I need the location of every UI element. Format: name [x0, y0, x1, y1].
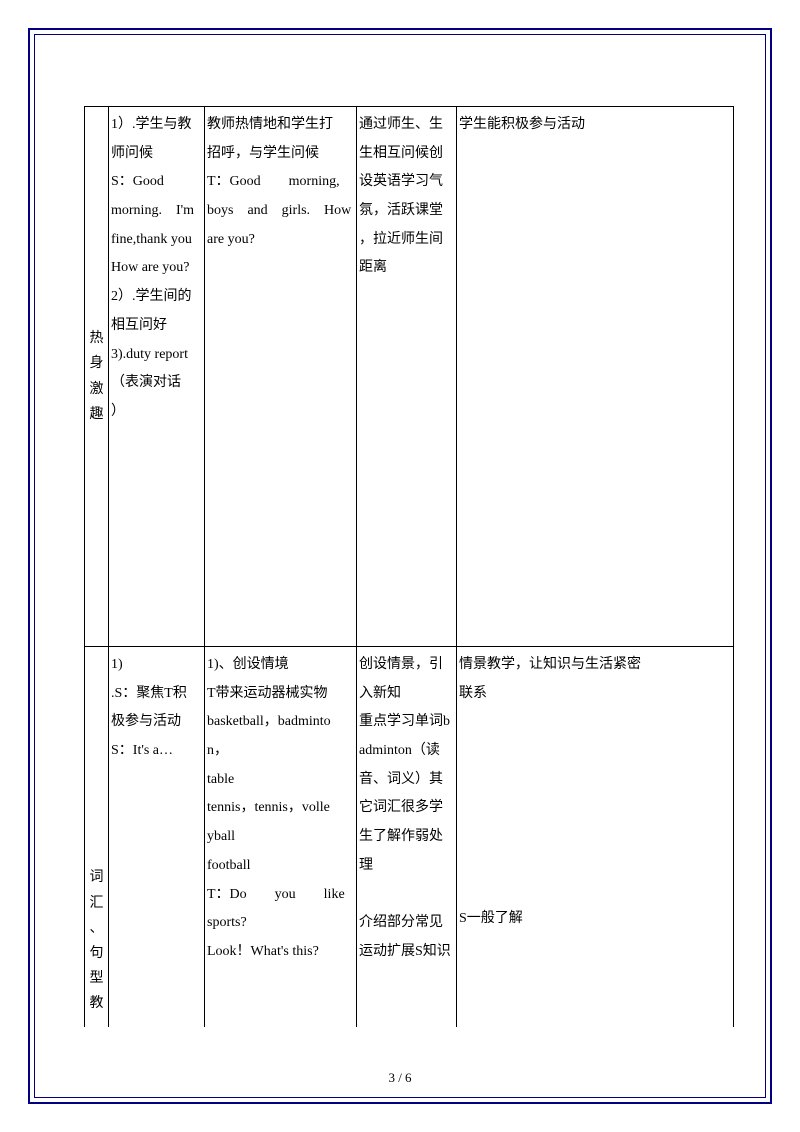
table-row: 词汇、句型教 1).S：聚焦T积极参与活动S：It's a… 1)、创设情境T带…: [85, 647, 734, 1027]
plan-table: 热身激趣 1）.学生与教师问候S：Goodmorning. I'mfine,th…: [84, 106, 734, 1027]
phase-label-warmup: 热身激趣: [85, 107, 109, 647]
teacher-activity-cell: 1)、创设情境T带来运动器械实物basketball，badminton，tab…: [205, 647, 357, 1027]
evaluation-cell: 学生能积极参与活动: [457, 107, 734, 647]
table-row: 热身激趣 1）.学生与教师问候S：Goodmorning. I'mfine,th…: [85, 107, 734, 647]
teacher-activity-cell: 教师热情地和学生打招呼，与学生问候T：Good morning,boys and…: [205, 107, 357, 647]
purpose-cell: 通过师生、生生相互问候创设英语学习气氛，活跃课堂，拉近师生间距离: [357, 107, 457, 647]
purpose-cell: 创设情景，引入新知重点学习单词badminton（读音、词义）其它词汇很多学生了…: [357, 647, 457, 1027]
lesson-plan-table: 热身激趣 1）.学生与教师问候S：Goodmorning. I'mfine,th…: [84, 106, 734, 1027]
page-number: 3 / 6: [0, 1070, 800, 1086]
student-activity-cell: 1).S：聚焦T积极参与活动S：It's a…: [109, 647, 205, 1027]
evaluation-cell: 情景教学，让知识与生活紧密联系 S一般了解: [457, 647, 734, 1027]
student-activity-cell: 1）.学生与教师问候S：Goodmorning. I'mfine,thank y…: [109, 107, 205, 647]
phase-label-vocab: 词汇、句型教: [85, 647, 109, 1027]
